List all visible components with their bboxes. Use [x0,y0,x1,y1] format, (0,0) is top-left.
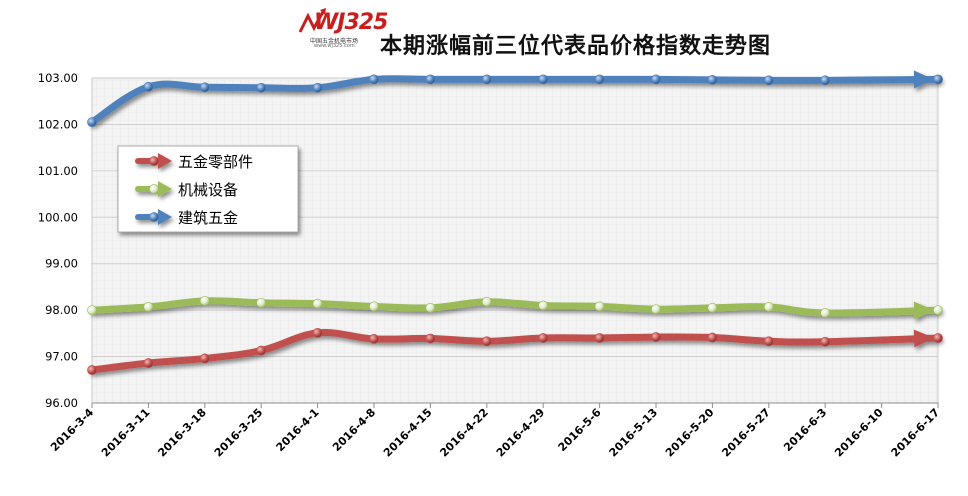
data-point [87,365,97,375]
y-tick-label: 103.00 [38,71,78,85]
data-point [820,336,831,347]
data-point [369,334,379,344]
y-tick-label: 100.00 [38,210,78,224]
legend-swatch-arrow [158,209,172,225]
data-point [425,302,436,313]
legend-marker [149,184,159,194]
data-point [538,300,549,311]
data-point [312,82,323,93]
y-tick-label: 102.00 [38,117,78,131]
logo-url: www.wj325.com [314,43,355,49]
data-point [820,308,831,318]
x-tick-label: 2016-4-8 [330,406,378,454]
legend-swatch-arrow [158,181,172,197]
data-point [651,332,661,342]
x-tick-label: 2016-4-1 [274,406,322,454]
series-arrowhead [913,301,934,320]
data-point [707,302,718,313]
x-tick-label: 2016-5-6 [556,406,604,454]
data-point [538,74,549,85]
x-tick-label: 2016-3-18 [155,406,209,460]
data-point [87,305,97,316]
legend-marker [149,156,159,166]
data-point [594,333,605,343]
data-point [199,353,210,364]
y-tick-label: 97.00 [45,350,78,364]
data-point [425,333,436,344]
data-point [481,74,492,85]
data-point [594,301,605,312]
chart-title: 本期涨幅前三位代表品价格指数走势图 [380,34,772,59]
data-point [87,117,97,128]
data-point [594,74,605,85]
x-tick-label: 2016-3-25 [212,406,266,460]
x-tick-label: 2016-4-29 [494,406,548,460]
plot-area [91,77,939,404]
data-point [820,75,831,86]
x-tick-label: 2016-4-22 [437,406,491,460]
data-point [763,336,774,347]
logo-text: WJ325 [314,10,388,35]
data-point [143,301,154,312]
data-point [707,74,718,85]
series-arrowhead [913,70,934,89]
x-tick-label: 2016-6-3 [781,406,829,454]
legend-swatch-arrow [158,153,172,169]
y-tick-label: 98.00 [45,303,78,317]
y-tick-label: 99.00 [45,257,78,271]
x-tick-label: 2016-6-10 [832,406,886,460]
data-point [256,345,267,356]
data-point [199,295,210,306]
data-point [763,301,774,312]
data-point [933,333,943,343]
x-tick-label: 2016-3-4 [48,406,96,454]
logo-subtitle: 中国五金机电市场 [310,38,359,45]
data-point [707,332,718,343]
x-tick-label: 2016-5-27 [719,406,773,460]
data-point [199,82,210,93]
data-point [256,297,267,308]
data-point [481,296,492,307]
data-point [369,74,379,85]
x-tick-label: 2016-6-17 [889,406,943,460]
data-point [538,333,549,343]
x-tick-label: 2016-5-13 [607,406,661,460]
x-tick-label: 2016-3-11 [99,406,153,460]
data-point [312,327,323,338]
data-point [651,304,661,315]
legend-marker [149,212,159,222]
data-point [481,336,492,347]
data-point [425,74,436,85]
data-point [763,75,774,86]
legend-label: 机械设备 [178,181,238,199]
x-tick-label: 2016-5-20 [663,406,717,460]
logo-arrow-icon [298,8,326,33]
legend-label: 建筑五金 [178,209,238,227]
data-point [933,305,943,316]
wj325-logo: WJ325 中国五金机电市场 www.wj325.com [298,8,388,52]
data-point [369,301,379,312]
data-point [143,81,154,92]
data-point [312,298,323,309]
data-point [143,358,154,368]
data-point [933,74,943,85]
data-point [256,82,267,93]
legend-label: 五金零部件 [178,153,253,171]
y-tick-label: 101.00 [38,164,78,178]
data-point [651,74,661,85]
y-tick-label: 96.00 [45,396,78,410]
series-arrowhead [913,329,934,348]
x-tick-label: 2016-4-15 [381,406,435,460]
